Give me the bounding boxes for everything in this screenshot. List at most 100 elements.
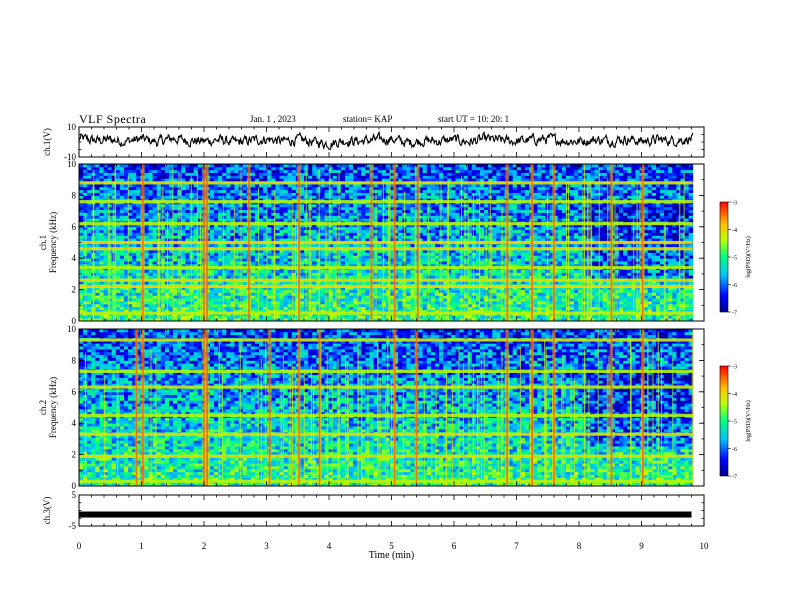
spectrogram-cell xyxy=(124,289,129,293)
spectrogram-cell xyxy=(541,229,546,233)
spectrogram-cell xyxy=(214,249,219,253)
spectrogram-cell xyxy=(660,232,665,236)
spectrogram-cell xyxy=(664,252,669,256)
spectrogram-cell xyxy=(259,289,264,293)
spectrogram-cell xyxy=(619,243,624,248)
spectrogram-cell xyxy=(430,275,436,279)
spectrogram-cell xyxy=(541,281,546,285)
spectrogram-cell xyxy=(500,315,505,319)
spectrogram-cell xyxy=(357,258,362,262)
spectrogram-cell xyxy=(643,269,649,273)
spectrogram-cell xyxy=(668,318,673,321)
spectrogram-cell xyxy=(222,298,227,302)
spectrogram-cell xyxy=(283,252,289,256)
spectrogram-cell xyxy=(344,286,350,290)
spectrogram-cell xyxy=(353,318,358,321)
spectrogram-cell xyxy=(312,243,317,248)
spectrogram-cell xyxy=(111,318,117,321)
y-tick-label: -10 xyxy=(64,152,76,162)
spectrogram-cell xyxy=(115,252,121,256)
spectrogram-cell xyxy=(557,232,563,236)
spectrogram-cell xyxy=(287,286,293,290)
spectrogram-cell xyxy=(385,255,391,259)
spectrogram-cell xyxy=(639,289,645,293)
spectrogram-cell xyxy=(598,272,604,276)
spectrogram-cell xyxy=(312,303,317,308)
spectrogram-cell xyxy=(541,306,546,310)
spectrogram-cell xyxy=(259,286,264,290)
spectrogram-cell xyxy=(312,226,317,231)
spectrogram-cell xyxy=(312,292,317,296)
spectrogram-cell xyxy=(455,243,460,248)
spectrogram-cell xyxy=(590,272,595,276)
spectrogram-cell xyxy=(152,258,158,262)
spectrogram-cell xyxy=(234,232,239,236)
spectrogram-cell xyxy=(447,289,452,293)
spectrogram-cell xyxy=(169,318,174,321)
spectrogram-cell xyxy=(475,243,481,248)
spectrogram-cell xyxy=(651,255,657,259)
spectrogram-cell xyxy=(635,275,640,279)
spectrogram-cell xyxy=(639,275,645,279)
spectrogram-cell xyxy=(128,249,133,253)
spectrogram-cell xyxy=(623,318,628,321)
spectrogram-cell xyxy=(226,229,231,233)
spectrogram-cell xyxy=(660,263,665,268)
spectrogram-cell xyxy=(316,243,321,248)
spectrogram-cell xyxy=(365,258,370,262)
spectrogram-cell xyxy=(136,226,141,231)
spectrogram-cell xyxy=(389,275,395,279)
spectrogram-cell xyxy=(263,243,268,248)
spectrogram-cell xyxy=(328,272,334,276)
spectrogram-cell xyxy=(152,252,158,256)
spectrogram-cell xyxy=(414,275,420,279)
spectrogram-cell xyxy=(664,315,669,319)
spectrogram-cell xyxy=(316,229,321,233)
spectrogram-cell xyxy=(570,286,575,290)
spectrogram-cell xyxy=(271,272,276,276)
spectrogram-cell xyxy=(512,261,518,265)
spectrogram-cell xyxy=(332,306,338,310)
spectrogram-cell xyxy=(422,318,428,321)
spectrogram-cell xyxy=(598,232,604,236)
spectrogram-cell xyxy=(549,303,555,308)
spectrogram-cell xyxy=(676,263,681,268)
spectrogram-cell xyxy=(320,269,325,273)
spectrogram-cell xyxy=(430,229,436,233)
spectrogram-cell xyxy=(254,295,260,299)
spectrogram-cell xyxy=(414,263,420,268)
spectrogram-cell xyxy=(287,261,293,265)
spectrogram-cell xyxy=(688,292,694,296)
spectrogram-cell xyxy=(520,258,526,262)
spectrogram-cell xyxy=(492,298,497,302)
spectrogram-cell xyxy=(492,289,497,293)
spectrogram-cell xyxy=(676,235,681,239)
spectrogram-cell xyxy=(320,252,325,256)
spectrogram-cell xyxy=(434,318,440,321)
spectrogram-cell xyxy=(422,272,428,276)
spectrogram-cell xyxy=(664,269,669,273)
spectrogram-cell xyxy=(295,226,301,231)
spectrogram-cell xyxy=(430,252,436,256)
spectrogram-cell xyxy=(610,235,616,239)
spectrogram-cell xyxy=(668,289,673,293)
spectrogram-cell xyxy=(263,252,268,256)
spectrogram-cell xyxy=(361,272,366,276)
spectrogram-cell xyxy=(676,229,681,233)
spectrogram-cell xyxy=(193,258,199,262)
spectrogram-cell xyxy=(647,286,653,290)
spectrogram-cell xyxy=(651,298,657,302)
spectrogram-cell xyxy=(353,238,358,242)
spectrogram-cell xyxy=(119,258,125,262)
spectrogram-cell xyxy=(320,303,325,308)
spectrogram-cell xyxy=(136,232,141,236)
spectrogram-cell xyxy=(275,258,280,262)
spectrogram-cell xyxy=(353,229,358,233)
spectrogram-cell xyxy=(602,272,608,276)
spectrogram-cell xyxy=(623,255,628,259)
spectrogram-cell xyxy=(394,269,399,273)
spectrogram-cell xyxy=(283,281,289,285)
spectrogram-cell xyxy=(508,258,514,262)
